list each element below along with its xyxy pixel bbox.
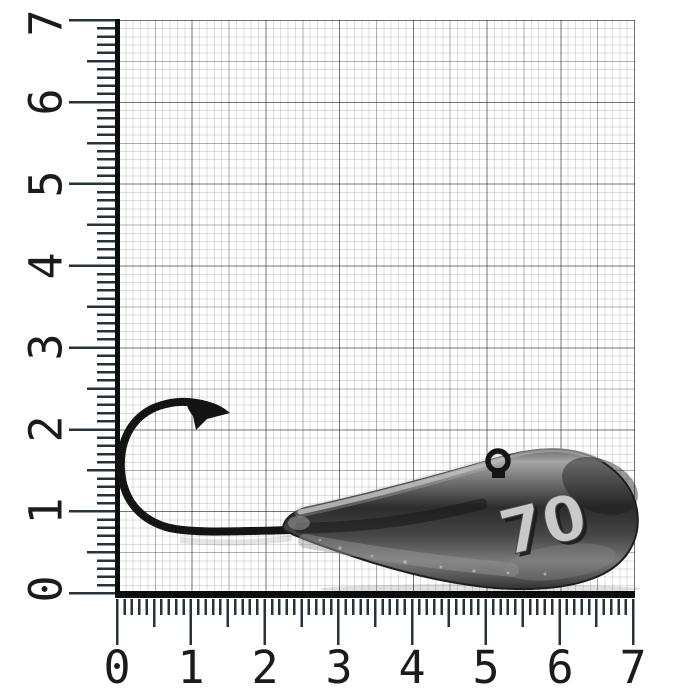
line-tie-eyelet bbox=[485, 448, 511, 478]
x-axis-label-2: 2 bbox=[251, 641, 279, 694]
x-axis-label-4: 4 bbox=[398, 641, 426, 694]
x-axis-label-3: 3 bbox=[325, 641, 353, 694]
left-ruler-bar bbox=[115, 19, 120, 598]
eyelet-ring bbox=[485, 448, 511, 474]
tail-speckle-band bbox=[298, 534, 519, 577]
speckles bbox=[318, 538, 547, 576]
lead-jig-head: 70 70 bbox=[281, 448, 640, 594]
fishing-hook-icon bbox=[116, 397, 299, 546]
x-axis-label-6: 6 bbox=[546, 641, 574, 694]
x-axis-label-0: 0 bbox=[103, 641, 131, 694]
bottom-ruler-unit-ticks bbox=[116, 599, 635, 645]
hook-shadow bbox=[179, 535, 293, 546]
bulb-lower-sheen bbox=[504, 543, 616, 581]
bulb-dark-shading bbox=[562, 456, 638, 516]
tail-top-highlight bbox=[297, 456, 505, 515]
head-body bbox=[281, 448, 639, 591]
graph-paper-grid bbox=[118, 20, 635, 593]
left-ruler-unit-ticks bbox=[69, 19, 115, 595]
bulb-top-rim-highlight bbox=[510, 448, 603, 463]
bottom-ruler-bar bbox=[115, 591, 635, 598]
x-axis-label-1: 1 bbox=[177, 641, 205, 694]
x-axis-label-7: 7 bbox=[619, 641, 647, 694]
hook-wire bbox=[116, 397, 299, 536]
hook-point-and-barb bbox=[186, 399, 230, 430]
x-axis-label-5: 5 bbox=[472, 641, 500, 694]
nose-highlight bbox=[288, 516, 310, 530]
tail-dark-midband bbox=[294, 498, 488, 534]
